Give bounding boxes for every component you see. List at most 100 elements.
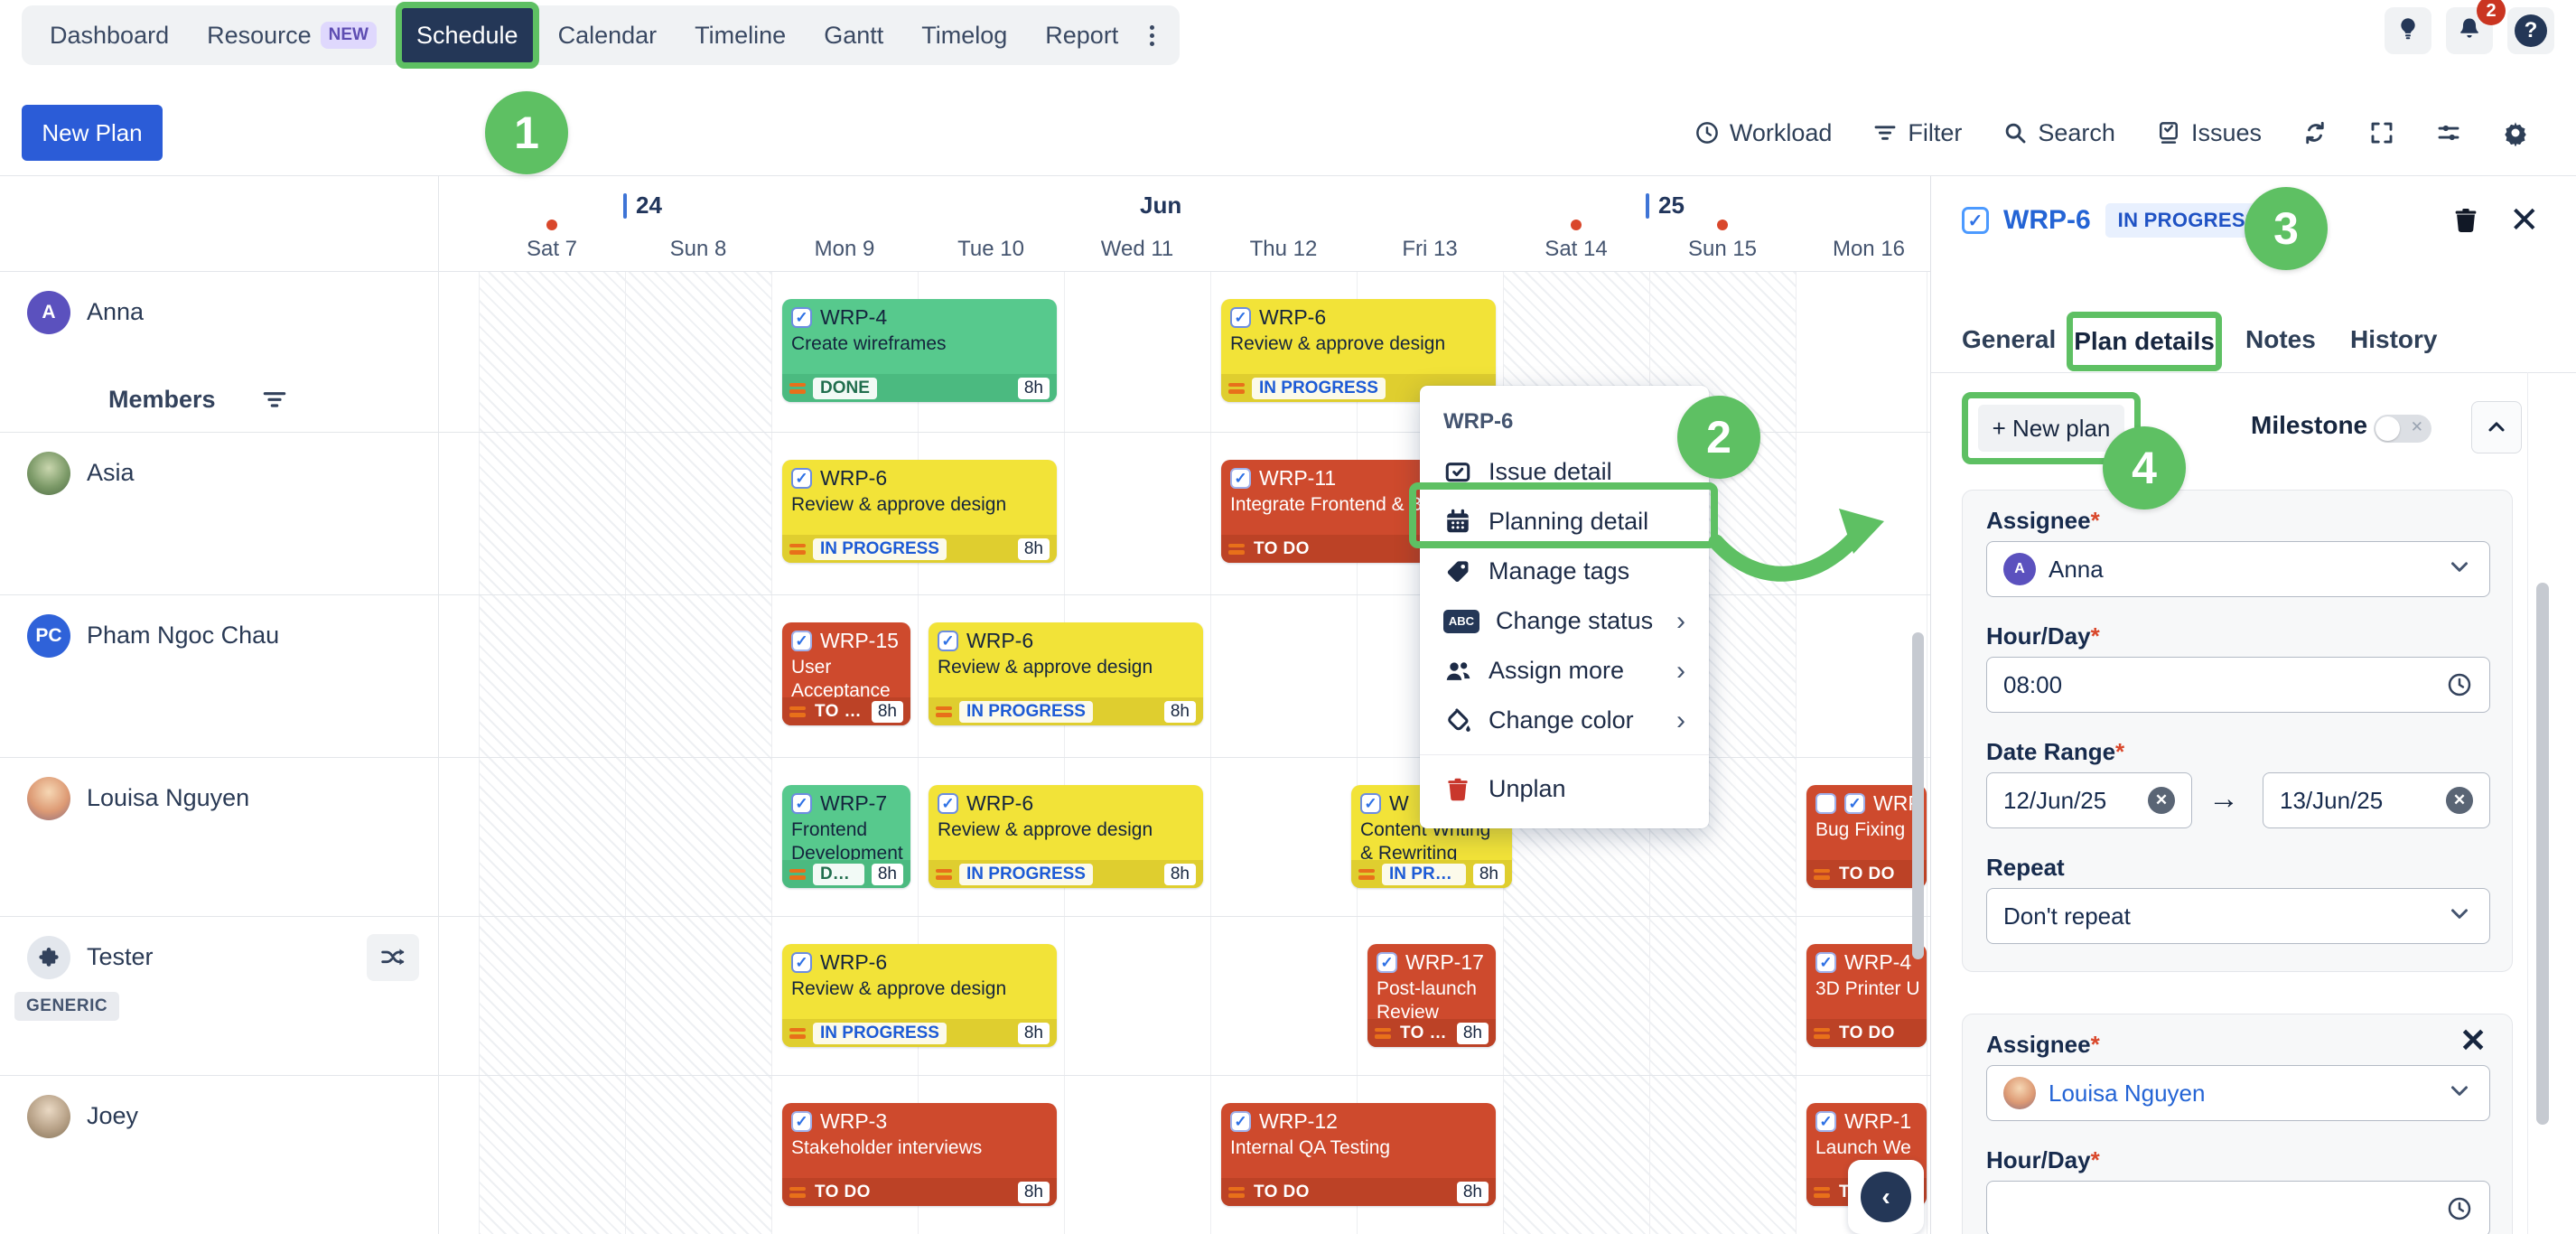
issue-type-checkbox-icon: ✓ — [791, 468, 812, 489]
member-row-tester: Tester GENERIC — [0, 916, 438, 1075]
card-title: Integrate Frontend & B — [1230, 494, 1423, 515]
card-issue-key: WRP-7 — [820, 791, 888, 815]
clock-icon — [2446, 1195, 2473, 1222]
shuffle-icon[interactable] — [367, 934, 419, 981]
settings-button[interactable] — [2502, 119, 2529, 146]
toggle-off-icon: ✕ — [2410, 418, 2423, 435]
grid-vertical-scrollbar[interactable] — [1912, 632, 1924, 959]
panel-issue-key[interactable]: WRP-6 — [2003, 205, 2091, 235]
member-name[interactable]: Asia — [87, 459, 135, 486]
task-card-wrp-7[interactable]: ✓ WRP-7 Frontend DevelopmentDONE 8h — [782, 785, 910, 888]
member-name[interactable]: Joey — [87, 1102, 139, 1129]
select-checkbox[interactable]: ✓ — [1815, 793, 1836, 814]
menu-item-planning-detail[interactable]: Planning detail — [1420, 497, 1709, 547]
avatar — [27, 936, 70, 979]
menu-item-label: Assign more — [1489, 657, 1625, 684]
day-header-thu-12: Thu 12 — [1249, 237, 1318, 261]
workload-button[interactable]: Workload — [1694, 119, 1832, 147]
people-icon — [1443, 657, 1472, 686]
repeat-select[interactable]: Don't repeat — [1986, 888, 2490, 944]
member-name[interactable]: Tester — [87, 943, 154, 970]
panel-close-button[interactable]: ✕ — [2509, 201, 2540, 240]
member-row-louisa-nguyen: Louisa Nguyen — [0, 757, 438, 916]
nav-tab-timeline[interactable]: Timeline — [676, 5, 805, 65]
collapse-panel-button[interactable]: ‹ — [1861, 1172, 1911, 1222]
task-card-wrp-4[interactable]: ✓ WRP-4 Create wireframes DONE 8h — [782, 299, 1057, 402]
nav-tab-timelog[interactable]: Timelog — [902, 5, 1026, 65]
menu-item-assign-more[interactable]: Assign more › — [1420, 646, 1709, 696]
task-card-wrp-12[interactable]: ✓ WRP-12 Internal QA Testing TO DO 8h — [1221, 1103, 1496, 1206]
clear-date-icon[interactable]: ✕ — [2148, 787, 2175, 814]
remove-plan-button[interactable]: ✕ — [2459, 1022, 2487, 1059]
lightbulb-icon — [2394, 15, 2422, 47]
collapse-plans-button[interactable] — [2471, 401, 2522, 453]
member-name[interactable]: Louisa Nguyen — [87, 784, 250, 811]
search-button[interactable]: Search — [2002, 119, 2115, 147]
nav-tab-report[interactable]: Report — [1026, 5, 1137, 65]
priority-medium-icon — [1228, 1186, 1245, 1198]
new-plan-button[interactable]: New Plan — [22, 105, 163, 161]
card-issue-key: WRP-4 — [820, 305, 888, 329]
menu-item-manage-tags[interactable]: Manage tags — [1420, 547, 1709, 596]
hour-per-day-input[interactable] — [1986, 1181, 2490, 1234]
priority-medium-icon — [1375, 1027, 1391, 1039]
priority-medium-icon — [936, 868, 952, 880]
menu-item-unplan[interactable]: Unplan — [1420, 764, 1709, 814]
date-to-input[interactable]: 13/Jun/25 ✕ — [2263, 772, 2490, 828]
tab-general[interactable]: General — [1962, 325, 2057, 353]
panel-scrollbar[interactable] — [2536, 583, 2549, 1125]
members-filter-icon[interactable] — [260, 386, 289, 415]
day-gridline — [1064, 272, 1065, 1234]
task-card-wrp-6[interactable]: ✓ WRP-6 Review & approve design IN PROGRESS… — [782, 944, 1057, 1047]
hour-per-day-input[interactable]: 08:00 — [1986, 657, 2490, 713]
task-card-wrp-6[interactable]: ✓ WRP-6 Review & approve design IN PROGRESS… — [782, 460, 1057, 563]
top-navigation: Dashboard Resource NEW Schedule Calendar Time… — [22, 2, 1180, 69]
nav-more-menu-icon[interactable] — [1137, 24, 1167, 46]
context-menu-title: WRP-6 — [1443, 409, 1514, 434]
card-title: Frontend Development — [791, 819, 903, 864]
card-title: Review & approve design — [938, 657, 1153, 678]
clear-date-icon[interactable]: ✕ — [2446, 787, 2473, 814]
nav-tab-schedule[interactable]: Schedule — [395, 2, 539, 69]
nav-tab-gantt[interactable]: Gantt — [805, 5, 902, 65]
menu-item-change-color[interactable]: Change color › — [1420, 696, 1709, 745]
sync-button[interactable] — [2301, 119, 2329, 146]
fullscreen-button[interactable] — [2368, 119, 2395, 146]
date-from-input[interactable]: 12/Jun/25 ✕ — [1986, 772, 2192, 828]
nav-tab-resource[interactable]: Resource NEW — [188, 5, 396, 65]
task-card-wrp-4[interactable]: ✓ WRP-4 3D Printer U TO DO — [1806, 944, 1927, 1047]
tab-notes[interactable]: Notes — [2245, 325, 2316, 353]
display-settings-button[interactable] — [2435, 119, 2462, 146]
member-name[interactable]: Anna — [87, 298, 145, 325]
member-name[interactable]: Pham Ngoc Chau — [87, 622, 280, 649]
nav-tab-calendar[interactable]: Calendar — [539, 5, 677, 65]
panel-delete-button[interactable] — [2450, 205, 2481, 240]
panel-new-plan-button[interactable]: + New plan — [1978, 405, 2124, 452]
card-hours-badge: 8h — [871, 700, 903, 723]
task-card-wrp-6[interactable]: ✓ WRP-6 Review & approve design IN PROGRESS… — [929, 622, 1203, 725]
menu-item-issue-detail[interactable]: Issue detail — [1420, 447, 1709, 497]
day-header-tue-10: Tue 10 — [957, 237, 1024, 261]
filter-button[interactable]: Filter — [1871, 119, 1962, 147]
issues-button[interactable]: Issues — [2155, 119, 2262, 147]
tab-history[interactable]: History — [2350, 325, 2438, 353]
menu-item-change-status[interactable]: ABC Change status › — [1420, 596, 1709, 646]
task-card-wrp-6[interactable]: ✓ WRP-6 Review & approve design IN PROGRESS… — [929, 785, 1203, 888]
notifications-button[interactable]: 2 — [2446, 0, 2506, 54]
issue-type-checkbox-icon: ✓ — [1377, 952, 1397, 973]
assignee-select[interactable]: Louisa Nguyen — [1986, 1065, 2490, 1121]
nav-tab-label: Timelog — [921, 21, 1008, 49]
help-button[interactable]: ? — [2507, 7, 2554, 54]
task-card-wrp-3[interactable]: ✓ WRP-3 Stakeholder interviews TO DO 8h — [782, 1103, 1057, 1206]
nav-tab-dashboard[interactable]: Dashboard — [31, 5, 188, 65]
milestone-toggle[interactable]: ✕ — [2374, 415, 2431, 443]
assignee-select[interactable]: A Anna — [1986, 541, 2490, 597]
plan-details-tab-highlight[interactable]: Plan details — [2067, 312, 2222, 371]
lightbulb-button[interactable] — [2385, 7, 2431, 54]
avatar — [27, 777, 70, 820]
date-value: 13/Jun/25 — [2280, 786, 2384, 814]
issue-type-checkbox-icon: ✓ — [1815, 952, 1836, 973]
